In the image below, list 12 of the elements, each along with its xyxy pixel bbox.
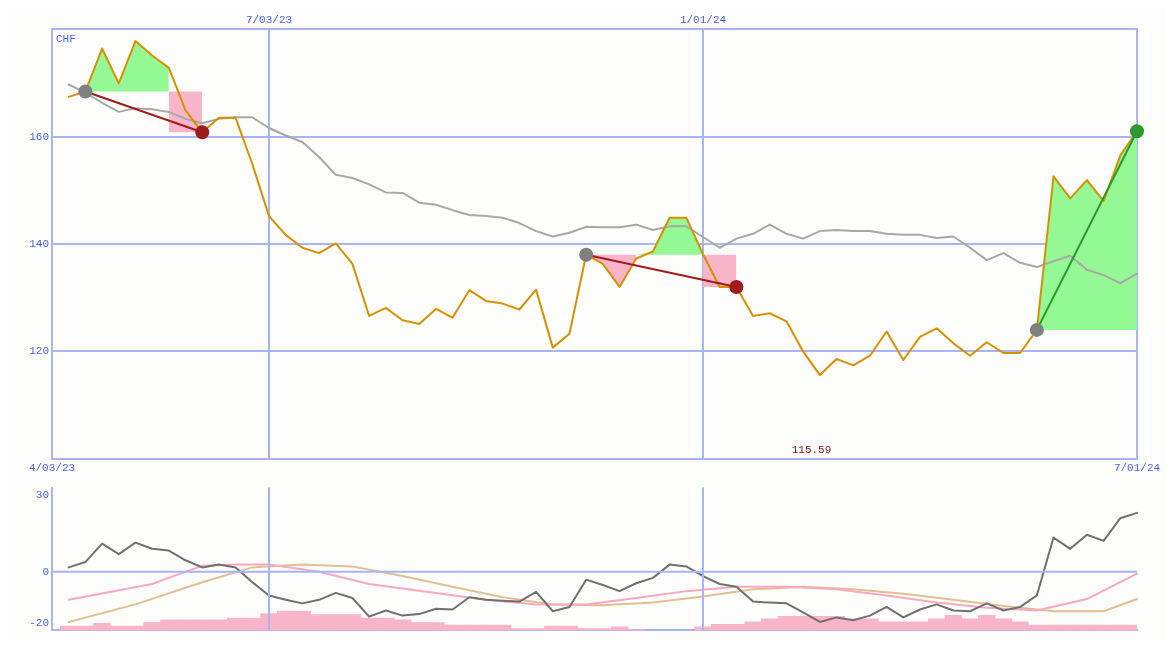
y-axis-title: CHF: [56, 32, 76, 45]
y-tick-label: 0: [42, 565, 49, 578]
annotation: 115.59: [791, 444, 832, 457]
y-tick-label: 120: [29, 345, 49, 358]
x2-tick-label: 7/03/23: [245, 13, 293, 26]
y-tick-label: 30: [35, 489, 49, 502]
x-tick-label: 4/03/23: [28, 462, 76, 475]
y-tick-label: 160: [29, 130, 49, 143]
x-tick-label: 7/01/24: [1113, 462, 1161, 475]
y-tick-label: 140: [29, 237, 49, 250]
y-tick-label: -20: [29, 616, 49, 629]
x2-tick-label: 1/01/24: [679, 13, 727, 26]
